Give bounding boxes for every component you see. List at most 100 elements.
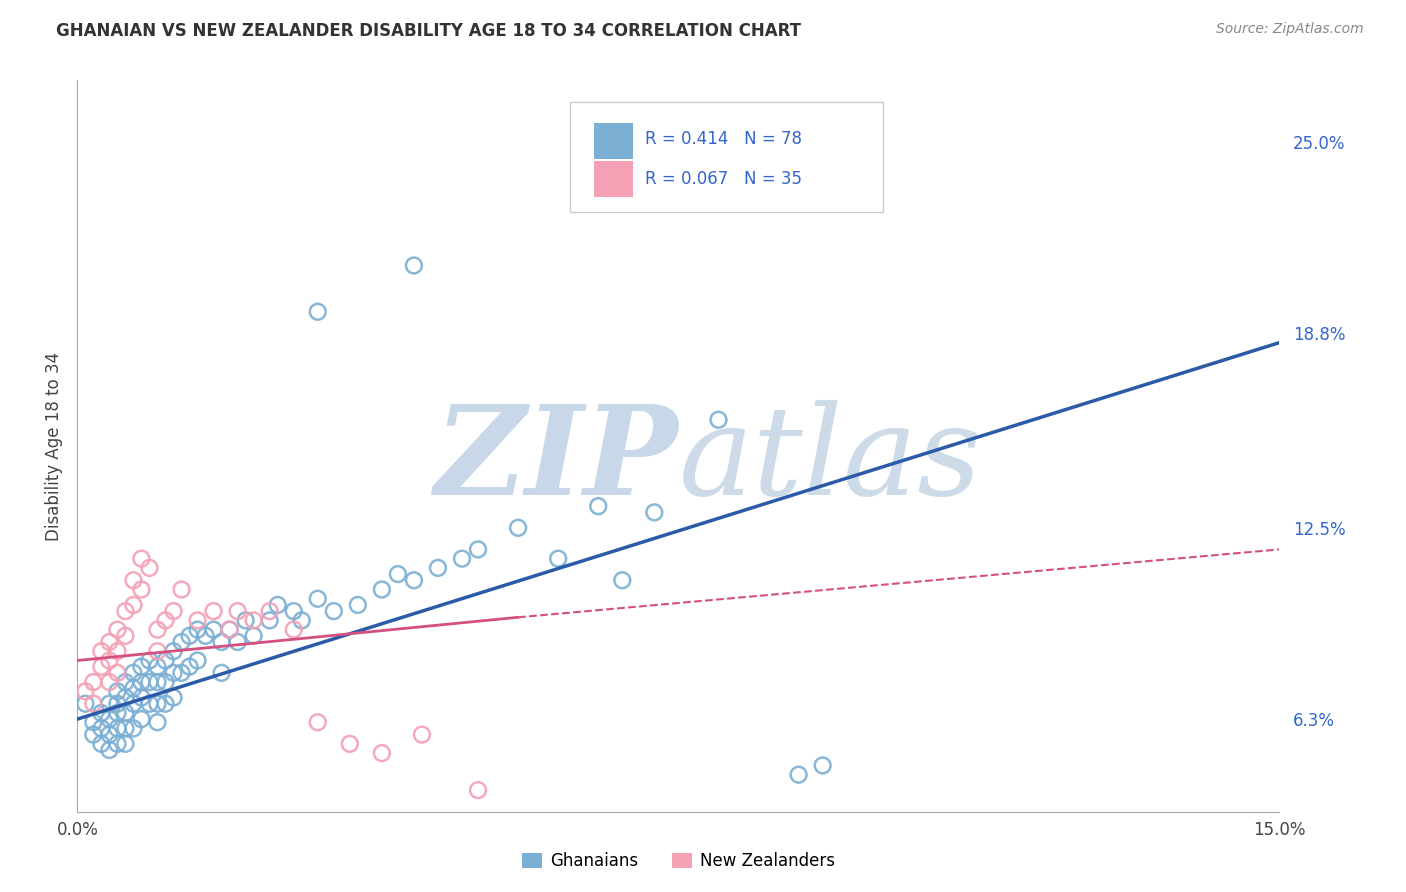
Point <box>155 653 177 667</box>
Point <box>162 665 184 680</box>
Text: R = 0.414   N = 78: R = 0.414 N = 78 <box>645 130 801 148</box>
Point <box>402 259 425 273</box>
Text: GHANAIAN VS NEW ZEALANDER DISABILITY AGE 18 TO 34 CORRELATION CHART: GHANAIAN VS NEW ZEALANDER DISABILITY AGE… <box>56 22 801 40</box>
Text: R = 0.067   N = 35: R = 0.067 N = 35 <box>645 170 801 188</box>
Point <box>307 304 329 318</box>
Point <box>467 783 489 797</box>
Point <box>811 758 834 772</box>
Point <box>98 728 121 742</box>
Point <box>339 737 361 751</box>
Point <box>146 623 169 637</box>
Point <box>138 675 160 690</box>
Point <box>114 629 136 643</box>
Point <box>291 613 314 627</box>
Point <box>155 675 177 690</box>
Point <box>588 499 610 513</box>
Point <box>259 613 281 627</box>
Point <box>187 653 209 667</box>
Point <box>307 591 329 606</box>
Point <box>82 697 104 711</box>
Point <box>107 665 129 680</box>
Point <box>107 684 129 698</box>
Point <box>170 635 193 649</box>
Point <box>114 737 136 751</box>
Point <box>98 653 121 667</box>
Point <box>114 675 136 690</box>
Point <box>211 635 233 649</box>
Point <box>211 665 233 680</box>
Point <box>187 613 209 627</box>
Point <box>283 604 305 618</box>
Point <box>202 604 225 618</box>
Point <box>122 722 145 736</box>
Point <box>259 604 281 618</box>
Point <box>202 623 225 637</box>
Point <box>402 574 425 588</box>
Point <box>707 413 730 427</box>
Point <box>218 623 240 637</box>
Point <box>612 574 634 588</box>
Point <box>787 767 810 781</box>
Point <box>131 712 153 726</box>
Point <box>122 681 145 696</box>
Point <box>107 737 129 751</box>
Point <box>131 675 153 690</box>
Point <box>162 604 184 618</box>
Point <box>90 737 112 751</box>
Point <box>170 582 193 597</box>
Point <box>371 582 394 597</box>
Point <box>114 604 136 618</box>
Point <box>107 697 129 711</box>
Point <box>138 561 160 575</box>
Point <box>155 697 177 711</box>
Point <box>98 712 121 726</box>
Point <box>411 728 433 742</box>
Point <box>107 706 129 720</box>
Point <box>162 644 184 658</box>
Y-axis label: Disability Age 18 to 34: Disability Age 18 to 34 <box>45 351 63 541</box>
Text: ZIP: ZIP <box>434 400 679 522</box>
Point <box>146 697 169 711</box>
Point <box>427 561 450 575</box>
Point <box>283 623 305 637</box>
Point <box>75 684 97 698</box>
Point <box>194 629 217 643</box>
Point <box>82 675 104 690</box>
Point <box>138 653 160 667</box>
FancyBboxPatch shape <box>595 161 633 197</box>
Point <box>547 551 569 566</box>
Point <box>146 675 169 690</box>
Point <box>107 623 129 637</box>
Point <box>98 635 121 649</box>
Point <box>90 722 112 736</box>
Point <box>179 629 201 643</box>
Point <box>187 623 209 637</box>
Point <box>98 675 121 690</box>
Point <box>122 665 145 680</box>
Point <box>114 706 136 720</box>
Point <box>114 690 136 705</box>
Point <box>371 746 394 760</box>
Point <box>98 697 121 711</box>
Point <box>146 644 169 658</box>
Point <box>218 623 240 637</box>
Point <box>242 613 264 627</box>
Point <box>90 659 112 673</box>
Point <box>643 505 665 519</box>
Point <box>98 743 121 757</box>
Point <box>107 644 129 658</box>
Point <box>347 598 370 612</box>
Point <box>138 697 160 711</box>
FancyBboxPatch shape <box>595 123 633 159</box>
Point <box>90 644 112 658</box>
FancyBboxPatch shape <box>571 103 883 212</box>
Point <box>146 715 169 730</box>
Point <box>162 690 184 705</box>
Point <box>82 715 104 730</box>
Point <box>170 665 193 680</box>
Point <box>508 521 530 535</box>
Point <box>322 604 344 618</box>
Point <box>131 659 153 673</box>
Point <box>226 635 249 649</box>
Text: atlas: atlas <box>679 400 981 522</box>
